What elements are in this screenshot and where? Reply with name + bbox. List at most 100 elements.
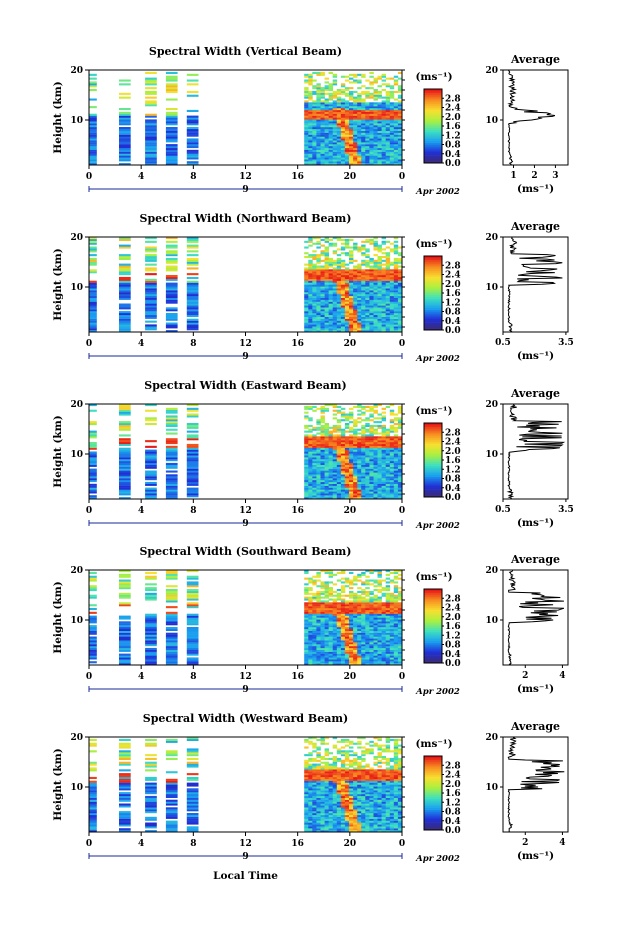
colorbar-swatch	[424, 434, 442, 437]
x-tick-label: 20	[344, 506, 357, 516]
colorbar-swatch	[424, 627, 442, 630]
panel-title: Spectral Width (Vertical Beam)	[149, 45, 342, 58]
colorbar-tick-label: 2.0	[445, 280, 461, 290]
colorbar-swatch	[424, 256, 442, 259]
average-frame	[502, 69, 569, 166]
colorbar-swatch	[424, 322, 442, 325]
y-tick-label: 20	[70, 566, 83, 576]
x-tick-label: 8	[190, 839, 196, 849]
colorbar-tick-label: 2.4	[445, 104, 461, 114]
day-label: 9	[242, 185, 248, 195]
colorbar-swatch	[424, 96, 442, 99]
colorbar-swatch	[424, 111, 442, 114]
heatmap	[89, 237, 403, 333]
colorbar-unit: (ms⁻¹)	[415, 238, 452, 250]
colorbar-swatch	[424, 157, 442, 160]
colorbar-swatch	[424, 798, 442, 801]
colorbar-swatch	[424, 618, 442, 621]
colorbar-tick-label: 2.8	[445, 594, 461, 604]
colorbar-swatch	[424, 450, 442, 453]
colorbar-swatch	[424, 487, 442, 490]
colorbar-swatch	[424, 592, 442, 595]
colorbar-swatch	[424, 274, 442, 277]
colorbar-swatch	[424, 765, 442, 768]
colorbar-swatch	[424, 598, 442, 601]
panel-5: Spectral Width (Westward Beam)2010Height…	[52, 712, 569, 864]
x-tick-label: 16	[291, 506, 304, 516]
x-tick-label: 12	[239, 339, 252, 349]
colorbar-swatch	[424, 601, 442, 605]
average-x-tick-label: 1	[510, 171, 516, 181]
colorbar-tick-label: 2.8	[445, 761, 461, 771]
colorbar-swatch	[424, 122, 442, 125]
colorbar-tick-label: 1.2	[445, 131, 461, 141]
colorbar-swatch	[424, 778, 442, 781]
colorbar-swatch	[424, 791, 442, 794]
colorbar-swatch	[424, 605, 442, 608]
colorbar-tick-label: 2.0	[445, 780, 461, 790]
colorbar-swatch	[424, 432, 442, 435]
colorbar-swatch	[424, 326, 442, 329]
y-tick-label: 20	[70, 233, 83, 243]
colorbar-swatch	[424, 759, 442, 762]
colorbar-tick-label: 2.8	[445, 94, 461, 104]
colorbar-swatch	[424, 815, 442, 818]
colorbar-swatch	[424, 590, 442, 593]
average-x-tick-label: 4	[559, 671, 565, 681]
colorbar-swatch	[424, 600, 442, 603]
average-profile-line	[507, 237, 563, 333]
colorbar-swatch	[424, 109, 442, 112]
colorbar-swatch	[424, 304, 442, 307]
average-profile-line	[507, 737, 565, 833]
colorbar-swatch	[424, 120, 442, 123]
colorbar-tick-label: 1.6	[445, 622, 461, 632]
panel-title: Spectral Width (Northward Beam)	[140, 212, 352, 225]
colorbar-swatch	[424, 151, 442, 155]
colorbar-swatch	[424, 787, 442, 790]
colorbar-tick-label: 2.4	[445, 604, 461, 614]
average-y-tick-label: 10	[485, 283, 498, 293]
colorbar-swatch	[424, 478, 442, 481]
colorbar-swatch	[424, 807, 442, 810]
average-y-tick-label: 20	[485, 733, 498, 743]
colorbar-swatch	[424, 467, 442, 470]
colorbar-swatch	[424, 148, 442, 151]
colorbar-swatch	[424, 278, 442, 281]
average-title: Average	[510, 387, 560, 400]
y-axis-label: Height (km)	[52, 581, 64, 653]
colorbar-swatch	[424, 596, 442, 599]
colorbar-unit: (ms⁻¹)	[415, 738, 452, 750]
colorbar-swatch	[424, 781, 442, 785]
colorbar-swatch	[424, 809, 442, 812]
y-tick-label: 20	[70, 733, 83, 743]
colorbar-swatch	[424, 811, 442, 814]
colorbar-swatch	[424, 439, 442, 442]
colorbar-swatch	[424, 280, 442, 283]
colorbar-swatch	[424, 589, 442, 592]
colorbar-tick-label: 0.4	[445, 650, 461, 660]
colorbar-tick-label: 2.0	[445, 447, 461, 457]
colorbar-swatch	[424, 452, 442, 455]
colorbar-tick-label: 1.6	[445, 122, 461, 132]
date-label: Apr 2002	[415, 354, 460, 364]
colorbar-swatch	[424, 309, 442, 312]
colorbar-swatch	[424, 103, 442, 106]
colorbar-swatch	[424, 614, 442, 618]
average-y-tick-label: 10	[485, 116, 498, 126]
colorbar-swatch	[424, 448, 442, 452]
colorbar-swatch	[424, 133, 442, 136]
colorbar-swatch	[424, 300, 442, 303]
heatmap	[89, 737, 403, 833]
colorbar-swatch	[424, 294, 442, 297]
colorbar-swatch	[424, 150, 442, 153]
colorbar-swatch	[424, 98, 442, 101]
average-x-tick-label: 2	[522, 671, 528, 681]
colorbar-swatch	[424, 101, 442, 105]
date-label: Apr 2002	[415, 687, 460, 697]
x-tick-label: 4	[138, 172, 144, 182]
colorbar-swatch	[424, 465, 442, 468]
colorbar-tick-label: 2.8	[445, 428, 461, 438]
colorbar-swatch	[424, 767, 442, 770]
colorbar-swatch	[424, 137, 442, 140]
average-x-tick-label: 4	[559, 838, 565, 848]
